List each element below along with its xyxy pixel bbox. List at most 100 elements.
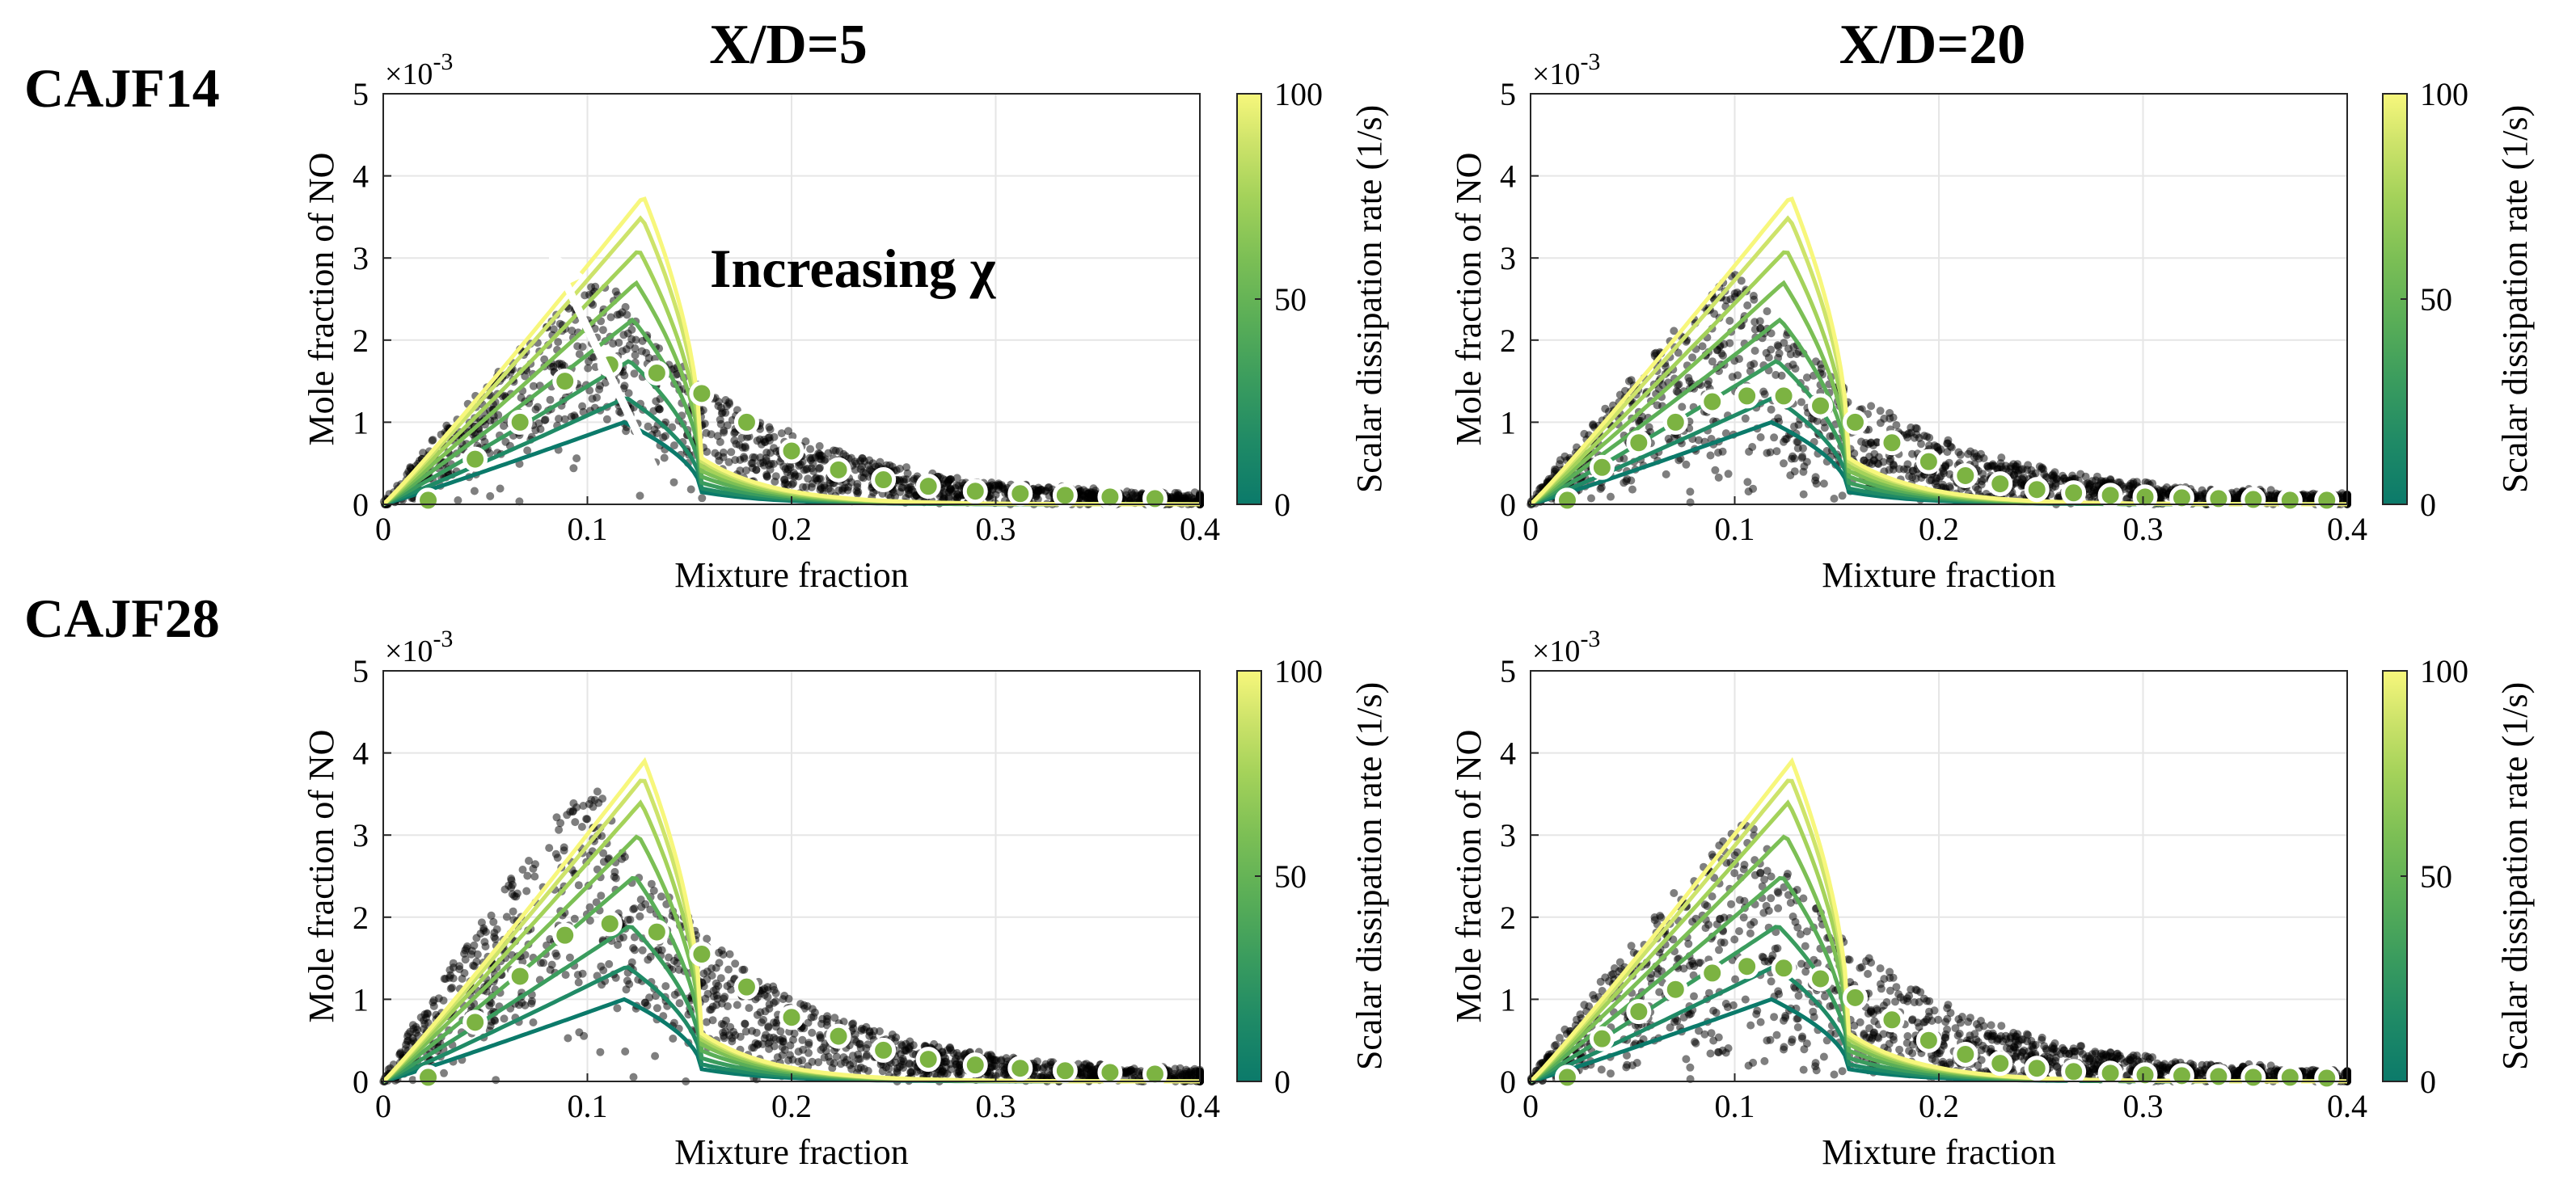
scatter-point <box>1876 419 1885 428</box>
scatter-point <box>1774 904 1783 913</box>
conditional-mean-point <box>1589 454 1615 480</box>
scatter-point <box>429 996 438 1005</box>
scatter-point <box>614 339 623 347</box>
scatter-point <box>728 1037 737 1046</box>
scatter-point <box>527 999 536 1008</box>
scatter-point <box>420 1020 429 1028</box>
scatter-point <box>698 494 707 503</box>
y-exponent: ×10-3 <box>385 626 453 668</box>
scatter-point <box>1169 1072 1178 1081</box>
scatter-point <box>859 474 868 483</box>
x-tick-label: 0 <box>375 1088 391 1124</box>
scatter-point <box>1737 276 1746 285</box>
conditional-mean-point <box>416 487 441 513</box>
scatter-point <box>727 448 736 457</box>
scatter-point <box>788 480 796 489</box>
scatter-point <box>531 405 540 414</box>
scatter-point <box>1767 345 1776 354</box>
scatter-point <box>756 1008 765 1017</box>
scatter-point <box>1686 498 1695 507</box>
y-tick-label: 3 <box>353 817 369 853</box>
scatter-point <box>906 1068 915 1077</box>
scatter-point <box>725 950 734 959</box>
scatter-point <box>642 348 651 357</box>
scatter-point <box>1750 347 1759 355</box>
scatter-point <box>1936 472 1945 481</box>
scatter-point <box>1943 439 1952 448</box>
scatter-point <box>529 1018 538 1026</box>
conditional-mean-point <box>689 381 715 407</box>
conditional-mean-point <box>597 911 623 937</box>
colorbar-tick-label: 50 <box>1274 858 1307 895</box>
scatter-point <box>1974 454 1983 463</box>
scatter-point <box>780 480 789 489</box>
scatter-point <box>741 1019 750 1028</box>
conditional-mean-point <box>1915 449 1941 474</box>
scatter-point <box>762 449 771 457</box>
scatter-point <box>1886 409 1894 417</box>
scatter-point <box>1873 459 1882 468</box>
scatter-point <box>716 415 724 424</box>
scatter-point <box>716 437 724 446</box>
x-tick-label: 0.1 <box>1715 511 1755 547</box>
scatter-point <box>584 364 593 373</box>
scatter-point <box>627 325 636 334</box>
scatter-point <box>525 857 533 865</box>
scatter-point <box>1735 355 1743 364</box>
scatter-point <box>1903 460 1912 469</box>
scatter-point <box>575 1028 584 1037</box>
conditional-mean-point <box>552 922 578 948</box>
scatter-point <box>1666 1023 1674 1032</box>
scatter-point <box>899 1064 908 1073</box>
x-tick-label: 0.4 <box>1180 511 1220 547</box>
y-tick-label: 4 <box>353 158 369 195</box>
y-exponent-power: -3 <box>433 626 453 652</box>
scatter-point <box>403 1037 412 1046</box>
scatter-point <box>740 454 749 463</box>
scatter-point <box>523 446 532 455</box>
scatter-point <box>721 1027 730 1036</box>
scatter-point <box>1800 1045 1809 1054</box>
scatter-point <box>1760 390 1769 398</box>
scatter-point <box>1710 310 1719 318</box>
scatter-point <box>1731 975 1740 984</box>
scatter-point <box>1788 360 1797 369</box>
scatter-point <box>1767 405 1776 414</box>
scatter-point <box>1876 407 1885 415</box>
scatter-point <box>748 459 757 467</box>
scatter-point <box>809 1013 818 1022</box>
scatter-point <box>1941 462 1949 471</box>
scatter-point <box>731 959 740 968</box>
scatter-point <box>902 463 911 472</box>
scatter-point <box>1830 1070 1839 1079</box>
scatter-point <box>470 487 479 495</box>
scatter-point <box>1790 422 1798 431</box>
scatter-point <box>637 903 646 912</box>
scatter-point <box>776 1027 785 1036</box>
scatter-point <box>620 381 629 390</box>
scatter-point <box>885 461 894 470</box>
scatter-point <box>560 415 569 424</box>
scatter-point <box>766 425 775 434</box>
scatter-point <box>778 1043 787 1052</box>
scatter-point <box>1766 448 1775 457</box>
scatter-point <box>596 1047 605 1056</box>
scatter-point <box>720 993 729 1001</box>
scatter-point <box>1830 495 1839 503</box>
scatter-point <box>1767 329 1776 338</box>
scatter-point <box>769 460 778 468</box>
scatter-point <box>1580 429 1589 438</box>
scatter-point <box>1125 495 1134 504</box>
scatter-point <box>636 912 644 921</box>
colorbar-label: Scalar dissipation rate (1/s) <box>2495 105 2535 493</box>
y-tick-label: 3 <box>353 240 369 276</box>
scatter-point <box>1714 473 1723 482</box>
scatter-point <box>789 1035 797 1044</box>
colorbar-tick-label: 100 <box>1274 653 1323 689</box>
scatter-point <box>593 787 602 796</box>
scatter-point <box>1711 466 1720 474</box>
conditional-mean-point <box>871 1037 897 1063</box>
scatter-point <box>765 433 774 442</box>
scatter-point <box>713 432 722 440</box>
